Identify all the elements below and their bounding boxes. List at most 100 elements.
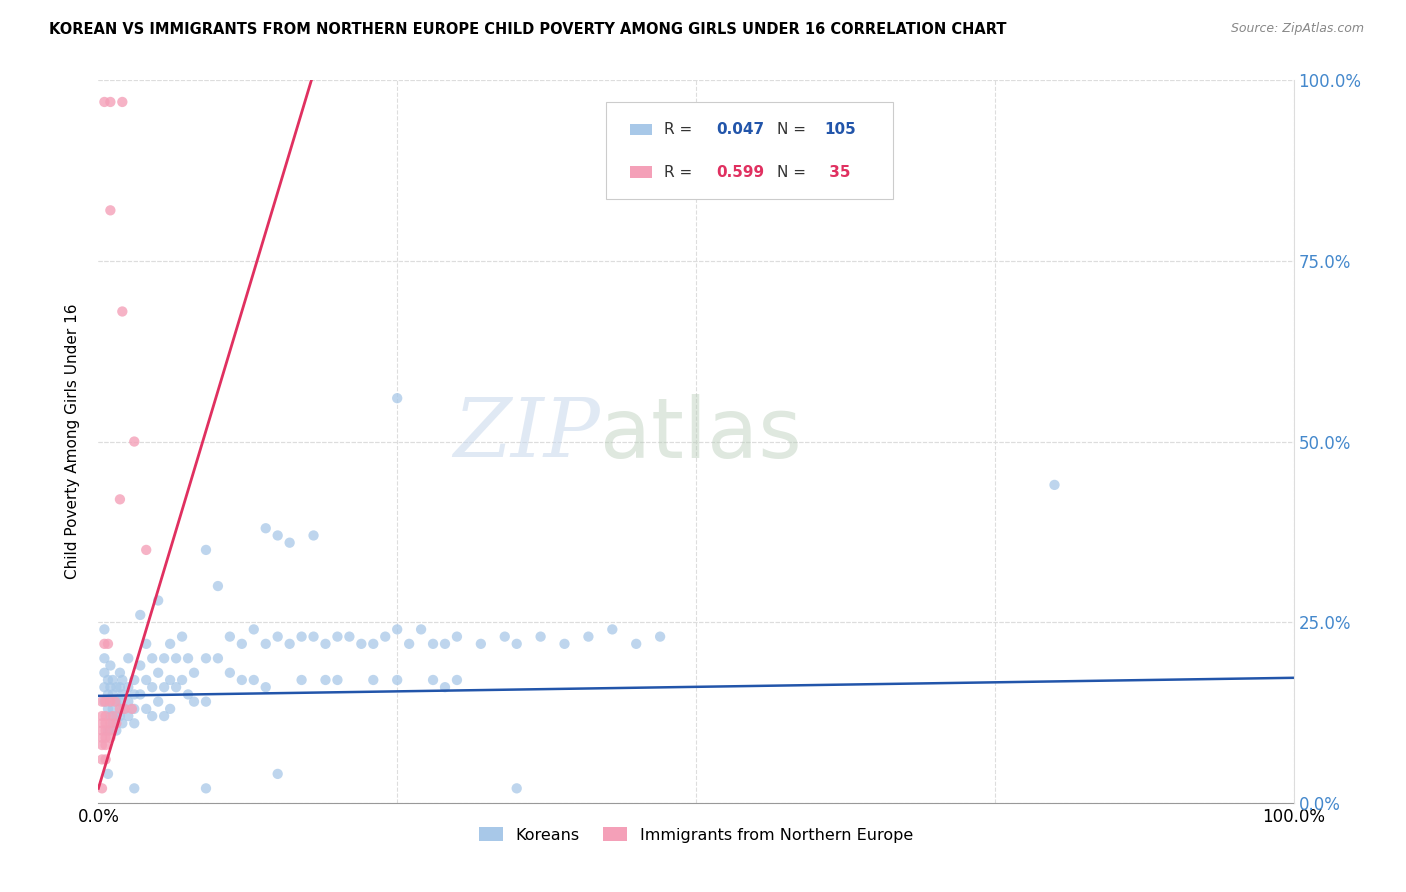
Point (93, 665, 115, 680)
Point (114, 702, 136, 716)
Point (267, 630, 290, 644)
Point (326, 673, 349, 687)
Point (98, 658, 122, 673)
Point (124, 702, 146, 716)
Point (111, 702, 134, 716)
Point (93, 695, 115, 709)
Text: ZIP: ZIP (454, 394, 600, 475)
Point (530, 630, 553, 644)
Point (363, 673, 385, 687)
Point (385, 391, 409, 405)
Point (648, 630, 672, 644)
Point (108, 709, 131, 723)
Point (117, 680, 139, 694)
Point (97, 687, 120, 701)
Text: KOREAN VS IMMIGRANTS FROM NORTHERN EUROPE CHILD POVERTY AMONG GIRLS UNDER 16 COR: KOREAN VS IMMIGRANTS FROM NORTHERN EUROP… (49, 22, 1007, 37)
Text: atlas: atlas (600, 393, 801, 475)
Point (117, 695, 139, 709)
Point (446, 630, 468, 644)
Point (148, 695, 170, 709)
Legend: Koreans, Immigrants from Northern Europe: Koreans, Immigrants from Northern Europe (472, 821, 920, 849)
Point (494, 630, 516, 644)
Point (98, 731, 122, 745)
Point (141, 709, 163, 723)
Point (183, 665, 205, 680)
Point (267, 528, 290, 542)
Point (411, 623, 433, 637)
Point (470, 637, 492, 651)
Point (195, 651, 218, 665)
Point (98, 695, 122, 709)
Point (98, 709, 122, 723)
Point (94, 695, 117, 709)
Point (98, 723, 122, 738)
Point (129, 658, 152, 673)
Point (172, 673, 194, 687)
Point (554, 637, 576, 651)
Text: 35: 35 (824, 164, 851, 179)
Point (94, 731, 117, 745)
Point (385, 673, 409, 687)
Point (243, 623, 266, 637)
Text: Source: ZipAtlas.com: Source: ZipAtlas.com (1230, 22, 1364, 36)
Point (117, 709, 139, 723)
Point (207, 579, 229, 593)
Point (374, 630, 396, 644)
Point (111, 304, 134, 318)
Text: 0.047: 0.047 (716, 122, 765, 136)
Point (108, 695, 131, 709)
Point (93, 637, 115, 651)
FancyBboxPatch shape (606, 102, 893, 200)
Point (111, 95, 134, 109)
Point (141, 680, 163, 694)
Text: N =: N = (778, 164, 811, 179)
Point (93, 680, 115, 694)
Point (159, 702, 181, 716)
Point (183, 695, 205, 709)
Point (108, 702, 131, 716)
Point (254, 680, 277, 694)
Point (111, 687, 134, 701)
Point (124, 434, 146, 449)
Point (93, 623, 115, 637)
Point (1043, 478, 1066, 492)
Point (101, 709, 124, 723)
Point (94, 752, 117, 766)
Point (506, 781, 529, 796)
Point (141, 651, 163, 665)
Point (101, 687, 124, 701)
Point (291, 673, 314, 687)
Point (177, 687, 200, 701)
Point (135, 637, 157, 651)
Point (124, 687, 146, 701)
Point (94, 723, 117, 738)
Point (219, 630, 242, 644)
Point (434, 680, 457, 694)
Point (91, 695, 114, 709)
Point (195, 781, 218, 796)
Point (422, 637, 444, 651)
Point (148, 593, 170, 607)
Point (135, 673, 157, 687)
Point (626, 637, 648, 651)
Point (231, 673, 253, 687)
Point (98, 95, 122, 109)
Point (105, 709, 128, 723)
Point (105, 695, 128, 709)
Point (124, 673, 146, 687)
Point (93, 95, 115, 109)
Point (101, 702, 124, 716)
Point (434, 637, 457, 651)
Point (578, 630, 600, 644)
Point (91, 716, 114, 731)
Point (302, 528, 325, 542)
Text: 105: 105 (824, 122, 856, 136)
Point (97, 767, 120, 781)
Point (101, 673, 124, 687)
Point (97, 673, 120, 687)
Point (91, 723, 114, 738)
Point (602, 623, 624, 637)
Point (254, 521, 277, 535)
Point (94, 716, 117, 731)
Point (129, 687, 152, 701)
